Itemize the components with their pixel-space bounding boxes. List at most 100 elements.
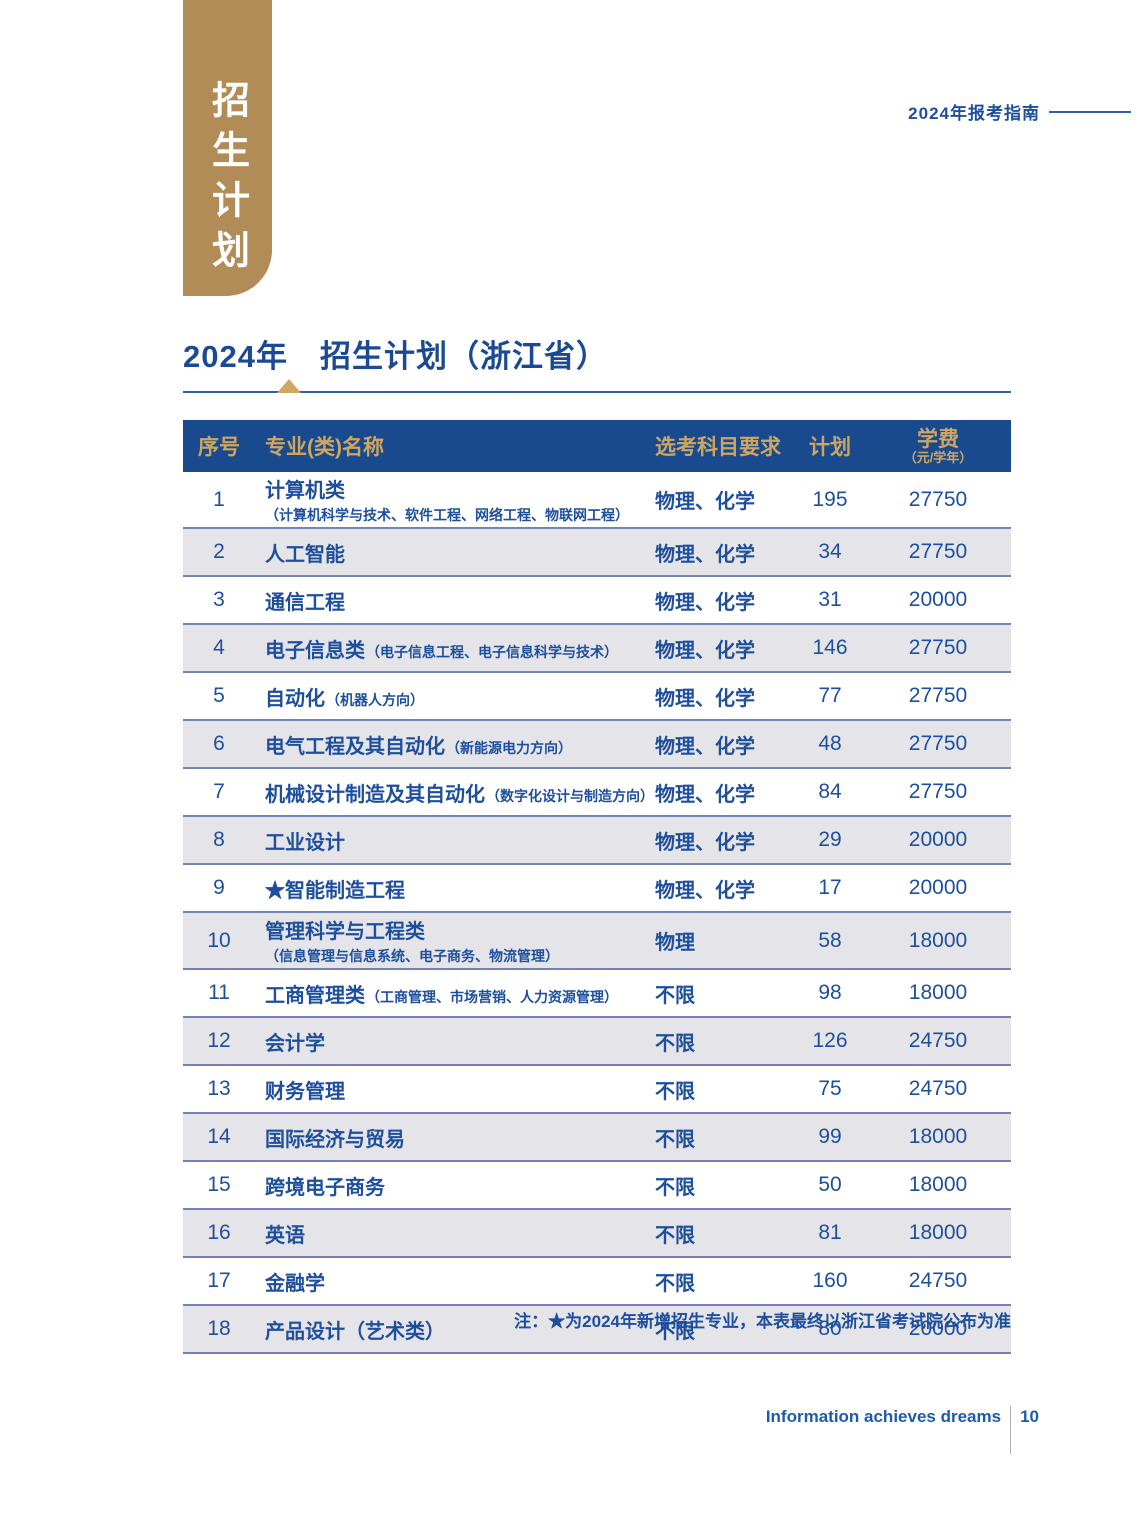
cell-tuition: 20000 bbox=[908, 828, 968, 851]
major-name: 会计学 bbox=[265, 1032, 325, 1055]
cell-no: 5 bbox=[213, 684, 225, 707]
cell-tuition: 18000 bbox=[908, 981, 968, 1004]
cell-no: 14 bbox=[207, 1125, 231, 1148]
cell-plan: 75 bbox=[818, 1077, 842, 1100]
cell-major: 工商管理类（工商管理、市场营销、人力资源管理） bbox=[255, 979, 655, 1008]
table-row: 2 人工智能 物理、化学 34 27750 bbox=[183, 529, 1011, 577]
cell-plan: 77 bbox=[818, 684, 842, 707]
major-name: 通信工程 bbox=[265, 591, 345, 614]
cell-subjects: 物理、化学 bbox=[655, 735, 755, 758]
cell-subjects: 物理、化学 bbox=[655, 831, 755, 854]
cell-major: 计算机类 （计算机科学与技术、软件工程、网络工程、物联网工程） bbox=[255, 474, 655, 525]
footnote: 注：★为2024年新增招生专业，本表最终以浙江省考试院公布为准 bbox=[514, 1312, 1011, 1331]
column-header-subjects: 选考科目要求 bbox=[655, 436, 781, 459]
major-name: 管理科学与工程类 bbox=[265, 921, 425, 943]
cell-major: 产品设计（艺术类） bbox=[255, 1315, 655, 1344]
cell-subjects: 不限 bbox=[655, 1080, 695, 1103]
table-row: 1 计算机类 （计算机科学与技术、软件工程、网络工程、物联网工程） 物理、化学 195 2… bbox=[183, 472, 1011, 529]
cell-plan: 146 bbox=[812, 636, 848, 659]
cell-tuition: 27750 bbox=[908, 780, 968, 803]
major-name: 金融学 bbox=[265, 1272, 325, 1295]
cell-major: 电气工程及其自动化（新能源电力方向） bbox=[255, 730, 655, 759]
table-header-row: 序号 专业(类)名称 选考科目要求 计划 学费 （元/学年） bbox=[183, 420, 1011, 472]
cell-major: 工业设计 bbox=[255, 826, 655, 855]
major-subname: （机器人方向） bbox=[326, 691, 424, 708]
title-rule bbox=[183, 379, 1011, 393]
cell-plan: 17 bbox=[818, 876, 842, 899]
major-name: 国际经济与贸易 bbox=[265, 1128, 405, 1151]
cell-subjects: 物理、化学 bbox=[655, 491, 755, 513]
cell-subjects: 物理、化学 bbox=[655, 879, 755, 902]
cell-no: 1 bbox=[213, 487, 225, 511]
cell-no: 17 bbox=[207, 1269, 231, 1292]
cell-subjects: 物理、化学 bbox=[655, 687, 755, 710]
footer-slogan: Information achieves dreams bbox=[765, 1407, 1002, 1426]
cell-plan: 34 bbox=[818, 540, 842, 563]
major-name: 跨境电子商务 bbox=[265, 1176, 385, 1199]
table-row: 14 国际经济与贸易 不限 99 18000 bbox=[183, 1114, 1011, 1162]
table-row: 9 ★智能制造工程 物理、化学 17 20000 bbox=[183, 865, 1011, 913]
major-name: 人工智能 bbox=[265, 543, 345, 566]
cell-major: 管理科学与工程类 （信息管理与信息系统、电子商务、物流管理） bbox=[255, 915, 655, 966]
table-row: 6 电气工程及其自动化（新能源电力方向） 物理、化学 48 27750 bbox=[183, 721, 1011, 769]
chapter-banner: 招生计划 bbox=[183, 0, 272, 296]
cell-no: 4 bbox=[213, 636, 225, 659]
cell-tuition: 24750 bbox=[908, 1029, 968, 1052]
cell-plan: 99 bbox=[818, 1125, 842, 1148]
cell-plan: 126 bbox=[812, 1029, 848, 1052]
cell-no: 8 bbox=[213, 828, 225, 851]
cell-plan: 160 bbox=[812, 1269, 848, 1292]
cell-major: 跨境电子商务 bbox=[255, 1171, 655, 1200]
cell-no: 2 bbox=[213, 540, 225, 563]
major-subname: （新能源电力方向） bbox=[446, 739, 572, 756]
cell-plan: 50 bbox=[818, 1173, 842, 1196]
chapter-banner-title: 招生计划 bbox=[205, 80, 251, 280]
page-number: 10 bbox=[1020, 1407, 1039, 1426]
cell-no: 15 bbox=[207, 1173, 231, 1196]
table-row: 4 电子信息类（电子信息工程、电子信息科学与技术） 物理、化学 146 27750 bbox=[183, 625, 1011, 673]
cell-tuition: 20000 bbox=[908, 588, 968, 611]
cell-major: ★智能制造工程 bbox=[255, 874, 655, 903]
cell-plan: 48 bbox=[818, 732, 842, 755]
cell-tuition: 24750 bbox=[908, 1269, 968, 1292]
cell-major: 人工智能 bbox=[255, 538, 655, 567]
major-subname: （工商管理、市场营销、人力资源管理） bbox=[366, 988, 618, 1005]
table-row: 16 英语 不限 81 18000 bbox=[183, 1210, 1011, 1258]
guide-header: 2024年报考指南 bbox=[908, 99, 1131, 124]
major-name: 电子信息类 bbox=[265, 639, 365, 662]
cell-subjects: 不限 bbox=[655, 1272, 695, 1295]
footer-divider bbox=[1010, 1406, 1012, 1454]
guide-label: 2024年报考指南 bbox=[908, 104, 1040, 123]
cell-tuition: 27750 bbox=[908, 487, 968, 511]
cell-no: 10 bbox=[207, 928, 231, 952]
table-row: 17 金融学 不限 160 24750 bbox=[183, 1258, 1011, 1306]
table-row: 13 财务管理 不限 75 24750 bbox=[183, 1066, 1011, 1114]
cell-no: 11 bbox=[208, 981, 230, 1004]
column-header-plan: 计划 bbox=[809, 436, 851, 459]
cell-subjects: 不限 bbox=[655, 1032, 695, 1055]
major-name: 工商管理类 bbox=[265, 984, 365, 1007]
table-body: 1 计算机类 （计算机科学与技术、软件工程、网络工程、物联网工程） 物理、化学 195 2… bbox=[183, 472, 1011, 1354]
major-name: 电气工程及其自动化 bbox=[265, 735, 445, 758]
cell-plan: 80 bbox=[818, 1317, 842, 1340]
table-row: 7 机械设计制造及其自动化（数字化设计与制造方向） 物理、化学 84 27750 bbox=[183, 769, 1011, 817]
major-subname: （电子信息工程、电子信息科学与技术） bbox=[366, 643, 618, 660]
title-block: 2024年 招生计划（浙江省） bbox=[183, 331, 1011, 393]
page-title: 2024年 招生计划（浙江省） bbox=[183, 339, 608, 374]
table-row: 18 产品设计（艺术类） 不限 80 20000 bbox=[183, 1306, 1011, 1354]
major-name: 计算机类 bbox=[265, 480, 345, 502]
enrollment-plan-table: 序号 专业(类)名称 选考科目要求 计划 学费 （元/学年） 1 计算机类 （计算机… bbox=[183, 420, 1011, 1354]
table-row: 5 自动化（机器人方向） 物理、化学 77 27750 bbox=[183, 673, 1011, 721]
table-row: 3 通信工程 物理、化学 31 20000 bbox=[183, 577, 1011, 625]
cell-major: 自动化（机器人方向） bbox=[255, 682, 655, 711]
cell-tuition: 18000 bbox=[908, 1125, 968, 1148]
cell-tuition: 20000 bbox=[908, 1317, 968, 1340]
cell-tuition: 24750 bbox=[908, 1077, 968, 1100]
column-header-major: 专业(类)名称 bbox=[265, 436, 384, 459]
cell-subjects: 物理、化学 bbox=[655, 591, 755, 614]
cell-plan: 58 bbox=[818, 928, 842, 952]
major-subname: （信息管理与信息系统、电子商务、物流管理） bbox=[265, 948, 559, 964]
cell-subjects: 物理、化学 bbox=[655, 783, 755, 806]
table-row: 8 工业设计 物理、化学 29 20000 bbox=[183, 817, 1011, 865]
table-row: 15 跨境电子商务 不限 50 18000 bbox=[183, 1162, 1011, 1210]
